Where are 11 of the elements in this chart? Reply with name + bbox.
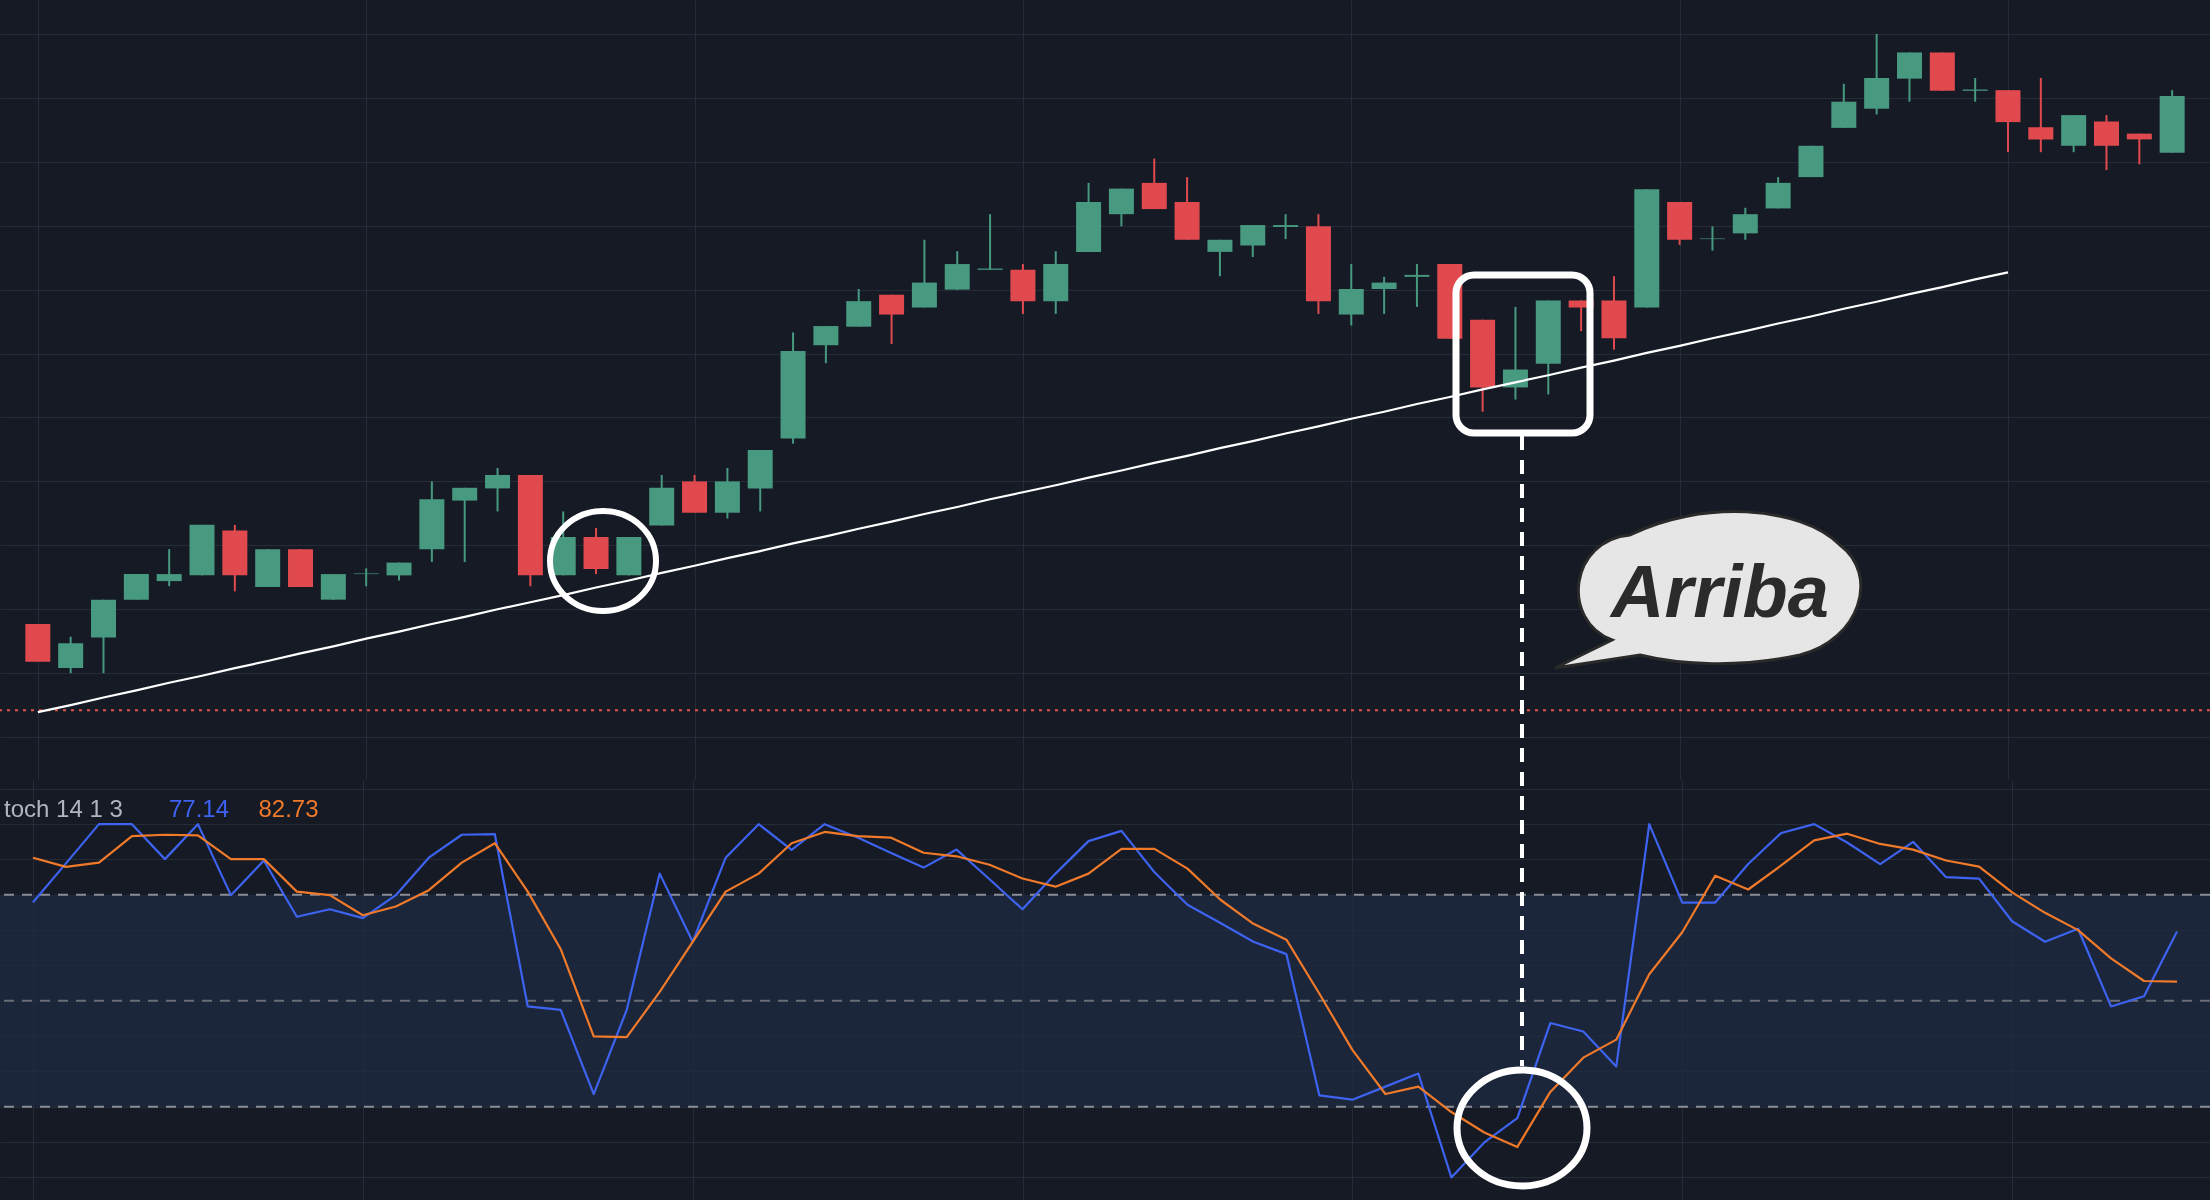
annotation: Arriba — [1609, 550, 1829, 633]
candlestick — [1371, 275, 1397, 315]
candlestick — [1699, 225, 1725, 252]
series-label: 82.73 — [258, 795, 319, 822]
chart-title: toch 14 1 3 — [4, 795, 123, 822]
candlestick — [2028, 77, 2054, 154]
series-label: 77.14 — [169, 795, 230, 822]
candlestick — [353, 567, 379, 588]
candlestick — [1273, 213, 1299, 241]
candlestick — [156, 548, 182, 588]
candlestick — [1404, 263, 1430, 308]
